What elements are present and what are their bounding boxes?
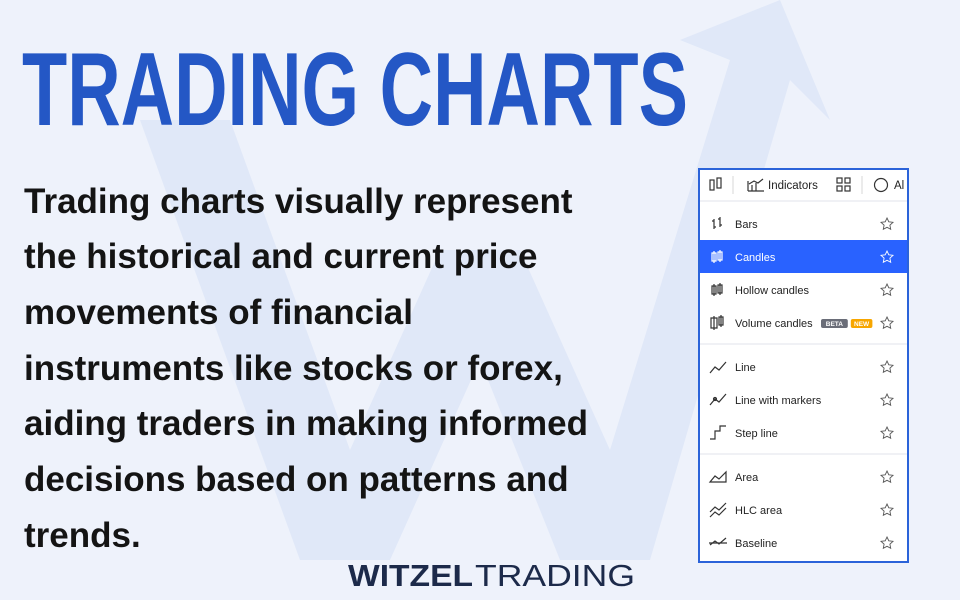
menu-item-icon xyxy=(709,393,727,406)
menu-item[interactable]: Candles xyxy=(700,240,907,273)
menu-item-label: Candles xyxy=(735,252,776,264)
menu-item-highlight xyxy=(700,240,907,273)
menu-item[interactable]: Area xyxy=(708,469,895,484)
body-line: decisions based on patterns and xyxy=(24,460,569,499)
body-line: instruments like stocks or forex, xyxy=(24,349,563,388)
body-line: aiding traders in making informed xyxy=(24,404,588,443)
background-arrow xyxy=(140,0,830,560)
badge xyxy=(821,319,848,328)
menu-item-icon xyxy=(709,502,727,518)
body-line: trends. xyxy=(24,516,141,555)
menu-item-icon xyxy=(711,283,723,296)
menu-item-icon xyxy=(710,315,724,330)
favorite-star[interactable] xyxy=(879,502,895,517)
menu-item-icon xyxy=(711,250,723,263)
menu-item[interactable]: Hollow candles xyxy=(711,282,895,297)
menu-item-label: HLC area xyxy=(735,505,783,517)
menu-item[interactable]: Baseline xyxy=(709,535,895,550)
title: TRADING CHARTS xyxy=(22,32,688,148)
favorite-star[interactable] xyxy=(879,282,895,297)
favorite-star[interactable] xyxy=(879,535,895,550)
menu-item[interactable]: Volume candles BETA NEW xyxy=(710,315,895,330)
badge-label: NEW xyxy=(854,321,870,328)
toolbar-icons xyxy=(709,176,889,194)
menu-item-label: Line with markers xyxy=(735,395,822,407)
favorite-star[interactable] xyxy=(879,392,895,407)
menu-item-label: Volume candles xyxy=(735,318,813,330)
favorite-star[interactable] xyxy=(879,359,895,374)
menu-item-icon xyxy=(709,537,727,546)
toolbar-indicators[interactable]: Indicators xyxy=(768,180,818,192)
menu-item[interactable]: Line xyxy=(709,359,895,374)
body-line: movements of financial xyxy=(24,293,413,332)
menu-item-icon xyxy=(710,425,726,440)
logo-brand: WITZEL xyxy=(348,558,473,593)
toolbar-alerts[interactable]: Al xyxy=(894,180,904,192)
menu-item[interactable]: Step line xyxy=(710,425,895,440)
favorite-star[interactable] xyxy=(879,425,895,440)
favorite-star[interactable] xyxy=(879,249,895,264)
menu-item[interactable]: Bars xyxy=(712,216,895,231)
favorite-star[interactable] xyxy=(879,315,895,330)
body-line: Trading charts visually represent xyxy=(24,182,573,221)
badge-label: BETA xyxy=(826,321,844,328)
menu-item[interactable]: HLC area xyxy=(709,502,895,518)
menu-item[interactable]: Line with markers xyxy=(709,392,895,407)
menu-item-icon xyxy=(709,361,727,374)
menu-item-label: Line xyxy=(735,362,756,374)
menu-item-label: Step line xyxy=(735,428,778,440)
body-line: the historical and current price xyxy=(24,237,537,276)
body-text: Trading charts visually represent the hi… xyxy=(24,182,588,555)
menu-item-label: Hollow candles xyxy=(735,285,809,297)
menu-item-icon xyxy=(712,217,722,229)
chart-type-menu: Indicators Al Bars Candles Hollow candles V… xyxy=(698,168,909,563)
badge xyxy=(850,319,873,328)
logo-suffix: TRADING xyxy=(475,558,635,593)
menu-frame xyxy=(698,168,909,563)
menu-item-label: Baseline xyxy=(735,538,777,550)
logo: WITZEL TRADING xyxy=(348,558,635,593)
menu-item-icon xyxy=(708,470,727,483)
favorite-star[interactable] xyxy=(879,469,895,484)
menu-item-label: Area xyxy=(735,472,759,484)
favorite-star[interactable] xyxy=(879,216,895,231)
menu-item-label: Bars xyxy=(735,219,758,231)
